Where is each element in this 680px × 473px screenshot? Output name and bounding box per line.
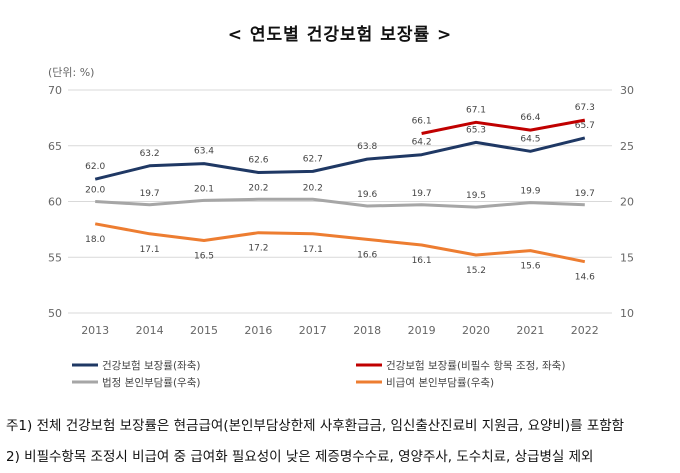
series-line bbox=[421, 118, 586, 135]
data-label: 18.0 bbox=[85, 235, 105, 245]
data-label: 19.6 bbox=[357, 190, 377, 200]
data-label: 17.1 bbox=[303, 245, 323, 255]
data-label: 66.1 bbox=[412, 116, 432, 126]
x-axis-tick-label: 2020 bbox=[462, 324, 490, 337]
series-line bbox=[94, 136, 586, 181]
data-label: 64.5 bbox=[520, 134, 540, 144]
data-label: 64.2 bbox=[412, 138, 432, 148]
x-axis-tick-label: 2013 bbox=[81, 324, 109, 337]
data-label: 62.0 bbox=[85, 162, 105, 172]
legend-label: 건강보험 보장률(비필수 항목 조정, 좌축) bbox=[386, 360, 565, 372]
data-label: 67.3 bbox=[575, 103, 595, 113]
data-label: 20.2 bbox=[303, 183, 323, 193]
left-axis-tick-label: 60 bbox=[48, 196, 62, 209]
data-label: 19.9 bbox=[520, 187, 540, 197]
data-label: 15.2 bbox=[466, 266, 486, 276]
data-label: 16.1 bbox=[412, 256, 432, 266]
right-axis-tick-label: 30 bbox=[620, 84, 634, 97]
right-axis-tick-label: 20 bbox=[620, 196, 634, 209]
right-axis-tick-label: 15 bbox=[620, 251, 634, 264]
unit-label: (단위: %) bbox=[48, 66, 94, 79]
line-chart: (단위: %) 50 55 60 65 70 10 15 20 25 30 2013 2014 2015 2… bbox=[48, 66, 634, 389]
data-label: 20.2 bbox=[248, 183, 268, 193]
x-axis-tick-label: 2018 bbox=[353, 324, 381, 337]
data-label: 66.4 bbox=[520, 113, 540, 123]
series-line bbox=[95, 197, 585, 209]
data-label: 14.6 bbox=[575, 273, 595, 283]
legend-label: 건강보험 보장률(좌축) bbox=[102, 360, 200, 372]
data-label: 16.6 bbox=[357, 250, 377, 260]
data-label: 17.2 bbox=[248, 244, 268, 254]
legend-label: 법정 본인부담률(우축) bbox=[102, 377, 200, 389]
data-label: 63.4 bbox=[194, 147, 214, 157]
data-label: 67.1 bbox=[466, 105, 486, 115]
left-axis-tick-label: 70 bbox=[48, 84, 62, 97]
data-label: 20.1 bbox=[194, 184, 214, 194]
left-axis-tick-label: 50 bbox=[48, 307, 62, 320]
data-label: 19.7 bbox=[412, 189, 432, 199]
left-axis-tick-label: 55 bbox=[48, 251, 62, 264]
footnote-2: 2) 비필수항목 조정시 비급여 중 급여화 필요성이 낮은 제증명수수료, 영… bbox=[6, 449, 594, 465]
data-label: 65.3 bbox=[466, 125, 486, 135]
left-axis-tick-label: 65 bbox=[48, 140, 62, 153]
data-label: 63.8 bbox=[357, 142, 377, 152]
data-label: 15.6 bbox=[520, 262, 540, 272]
legend-label: 비급여 본인부담률(우축) bbox=[386, 377, 494, 389]
footnote-1: 주1) 전체 건강보험 보장률은 현금급여(본인부담상한제 사후환급금, 임신출… bbox=[6, 418, 625, 434]
x-axis-tick-label: 2021 bbox=[516, 324, 544, 337]
data-label: 63.2 bbox=[140, 149, 160, 159]
x-axis-tick-label: 2014 bbox=[136, 324, 164, 337]
data-label: 16.5 bbox=[194, 252, 214, 262]
x-axis-tick-label: 2017 bbox=[299, 324, 327, 337]
data-label: 19.5 bbox=[466, 191, 486, 201]
x-axis-tick-label: 2022 bbox=[571, 324, 599, 337]
data-label: 62.7 bbox=[303, 154, 323, 164]
x-axis-tick-label: 2016 bbox=[244, 324, 272, 337]
data-label: 17.1 bbox=[140, 245, 160, 255]
data-label: 65.7 bbox=[575, 121, 595, 131]
data-label: 19.7 bbox=[140, 189, 160, 199]
right-axis-tick-label: 25 bbox=[620, 140, 634, 153]
data-label: 62.6 bbox=[248, 156, 268, 166]
series-line bbox=[94, 222, 586, 264]
right-axis-tick-label: 10 bbox=[620, 307, 634, 320]
data-label: 20.0 bbox=[85, 186, 105, 196]
data-label: 19.7 bbox=[575, 189, 595, 199]
x-axis-tick-label: 2019 bbox=[408, 324, 436, 337]
x-axis-tick-label: 2015 bbox=[190, 324, 218, 337]
chart-title: < 연도별 건강보험 보장률 > bbox=[227, 25, 453, 45]
